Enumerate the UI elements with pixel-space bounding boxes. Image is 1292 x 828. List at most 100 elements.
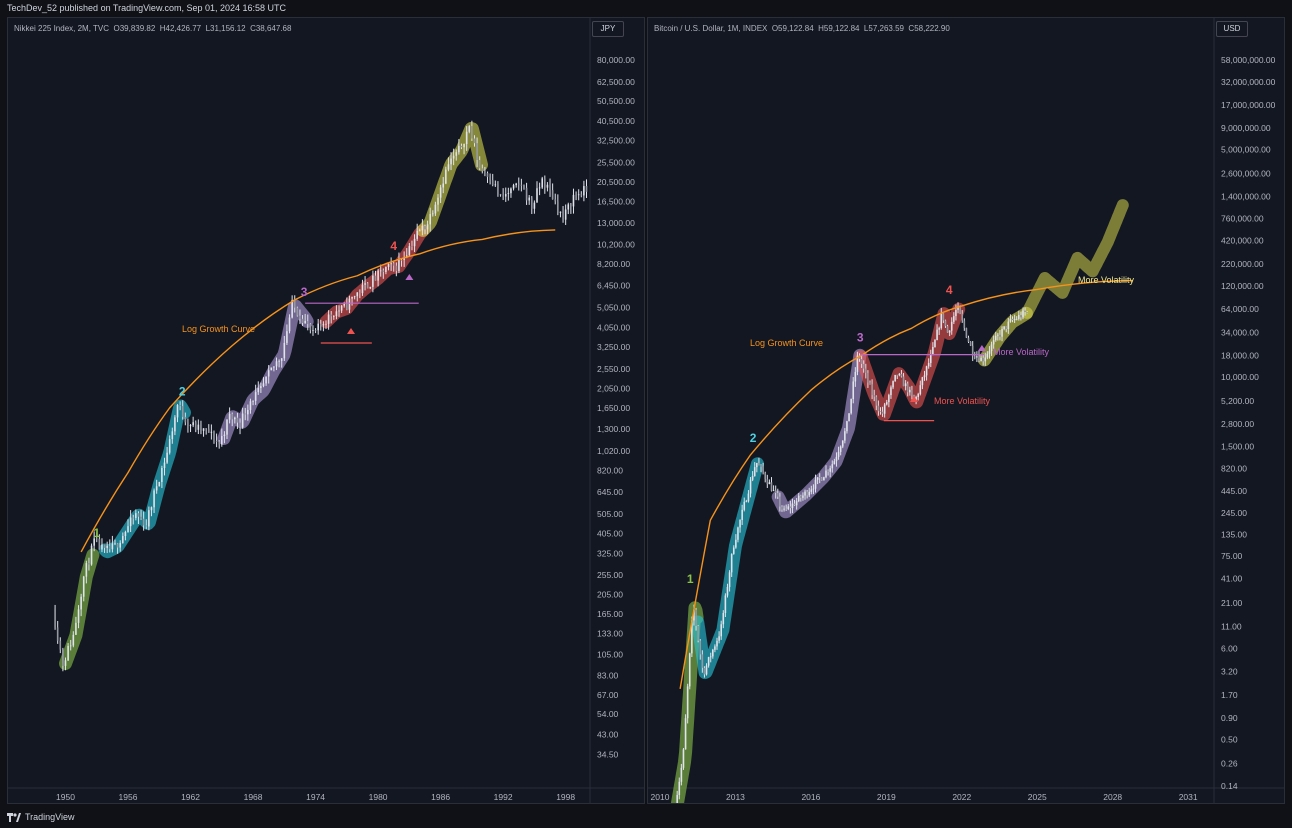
wave-highlight (691, 457, 764, 680)
candle-body (260, 386, 262, 389)
chart-pane-bitcoin[interactable]: Bitcoin / U.S. Dollar, 1M, INDEX O59,122… (647, 17, 1285, 804)
candle-body (915, 396, 917, 401)
candle-body (158, 481, 161, 487)
currency-unit-button[interactable]: USD (1216, 21, 1248, 37)
candle-body (372, 275, 374, 287)
candle-body (971, 345, 974, 357)
candle-body (194, 422, 197, 430)
candle-body (523, 185, 525, 188)
candle-body (743, 501, 746, 510)
candle-body (546, 184, 549, 188)
candle-body (772, 490, 775, 492)
price-tick-label: 445.00 (1221, 486, 1247, 496)
candle-body (728, 572, 731, 588)
candle-body (676, 795, 678, 803)
time-tick-label: 2028 (1103, 792, 1122, 802)
candle-body (881, 411, 884, 414)
candle-body (478, 160, 481, 169)
price-tick-label: 0.90 (1221, 713, 1238, 723)
candle-body (499, 194, 502, 196)
price-tick-label: 1,020.00 (597, 446, 630, 456)
wave-label-2: 2 (750, 431, 757, 445)
candle-body (997, 334, 999, 336)
chart-pane-nikkei[interactable]: Nikkei 225 Index, 2M, TVC O39,839.82 H42… (7, 17, 645, 804)
candle-body (364, 283, 366, 285)
time-tick-label: 1974 (306, 792, 325, 802)
candle-body (101, 544, 103, 550)
candle-body (286, 331, 288, 343)
price-tick-label: 220,000.00 (1221, 259, 1264, 269)
candle-body (714, 646, 716, 650)
candle-body (299, 315, 301, 319)
candle-body (359, 292, 361, 294)
candle-body (709, 656, 712, 658)
candle-body (437, 197, 439, 205)
candle-body (776, 493, 779, 497)
candle-body (751, 476, 754, 480)
candle-body (779, 496, 781, 507)
candle-body (249, 401, 252, 410)
chart-canvas-bitcoin[interactable]: 58,000,000.00 32,000,000.00 17,000,000.00 9… (648, 18, 1284, 803)
log-growth-curve (679, 279, 1133, 690)
candle-body (869, 382, 871, 385)
wave-highlight (771, 348, 867, 519)
candle-body (1026, 312, 1028, 313)
candle-body (333, 316, 335, 317)
candle-body (239, 422, 241, 428)
tradingview-logo[interactable]: TradingView (7, 812, 75, 822)
time-tick-label: 1950 (56, 792, 75, 802)
price-tick-label: 1,300.00 (597, 424, 630, 434)
candle-body (247, 409, 249, 415)
candle-body (494, 184, 497, 186)
candle-body (181, 406, 184, 417)
price-tick-label: 3.20 (1221, 667, 1238, 677)
ohlc-low: L57,263.59 (863, 24, 904, 33)
candle-body (867, 372, 869, 383)
candle-body (894, 374, 896, 382)
candle-body (450, 158, 452, 165)
candle-body (374, 275, 377, 281)
candle-body (934, 339, 936, 347)
symbol-title: Nikkei 225 Index, 2M, TVC (14, 24, 110, 33)
candle-body (317, 323, 319, 331)
candle-body (820, 478, 823, 481)
candle-body (911, 389, 913, 396)
candle-body (304, 321, 306, 324)
chart-canvas-nikkei[interactable]: 80,000.0062,500.0050,500.0040,500.0032,5… (8, 18, 644, 803)
candle-body (530, 197, 533, 209)
candle-body (758, 462, 760, 466)
candle-body (961, 313, 964, 321)
candle-body (387, 263, 390, 267)
candle-body (984, 357, 987, 362)
candle-body (213, 431, 215, 442)
candle-body (510, 188, 512, 194)
currency-unit-button[interactable]: JPY (592, 21, 624, 37)
candle-body (846, 421, 848, 432)
candle-body (288, 317, 291, 332)
candle-body (906, 383, 909, 393)
candle-body (489, 177, 491, 181)
price-tick-label: 3,250.00 (597, 342, 630, 352)
candle-body (896, 374, 899, 376)
candle-body (848, 413, 850, 422)
candle-body (986, 353, 989, 358)
candle-body (925, 366, 928, 376)
candle-body (90, 545, 93, 565)
candle-body (309, 324, 312, 331)
candle-body (703, 667, 706, 675)
candle-body (254, 392, 257, 401)
candle-body (452, 155, 455, 159)
candle-body (575, 194, 577, 196)
candle-body (898, 373, 901, 376)
candle-body (413, 238, 416, 247)
candle-body (735, 539, 737, 548)
candle-body (426, 224, 429, 230)
candle-body (716, 640, 718, 647)
candle-body (525, 187, 528, 201)
candle-body (762, 466, 764, 473)
projection-path (1021, 199, 1129, 319)
wave-label-3: 3 (857, 330, 864, 344)
candle-body (724, 595, 727, 613)
candle-body (343, 303, 346, 306)
candle-body (471, 126, 473, 139)
